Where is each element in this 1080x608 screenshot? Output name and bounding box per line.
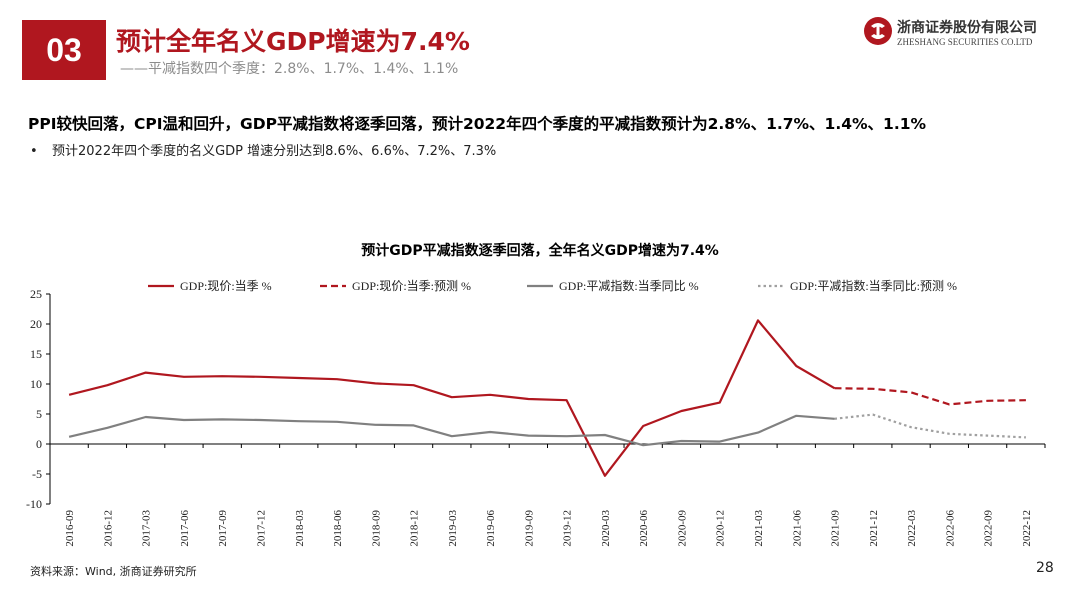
legend-label-4: GDP:平减指数:当季同比:预测 % — [790, 278, 957, 293]
chart-axes: -10 -5 0 5 10 15 20 25 2016-09 2016-12 2017-03 2017… — [26, 287, 1046, 547]
section-badge: 03 — [22, 20, 106, 80]
x-tick-label: 2019-09 — [523, 510, 535, 547]
x-tick-label: 2019-03 — [447, 510, 459, 547]
x-tick-label: 2019-06 — [485, 510, 497, 547]
x-tick-label: 2022-06 — [944, 510, 956, 547]
y-tick-label: 5 — [36, 407, 42, 421]
y-tick-label: 10 — [30, 377, 42, 391]
page-subtitle: ——平减指数四个季度：2.8%、1.7%、1.4%、1.1% — [120, 61, 459, 77]
company-logo: 浙商证券股份有限公司 ZHESHANG SECURITIES CO.LTD — [863, 16, 1063, 52]
logo-name-cn: 浙商证券股份有限公司 — [897, 20, 1037, 36]
page-title: 预计全年名义GDP增速为7.4% — [116, 27, 470, 56]
line-chart: GDP:现价:当季 % GDP:现价:当季:预测 % GDP:平减指数:当季同比 %… — [26, 278, 1046, 547]
series-line-4 — [834, 413, 1026, 439]
legend-label-2: GDP:现价:当季:预测 % — [352, 279, 471, 293]
x-tick-label: 2022-09 — [983, 510, 995, 547]
headline: PPI较快回落，CPI温和回升，GDP平减指数将逐季回落，预计2022年四个季度… — [28, 115, 927, 133]
y-tick-label: -5 — [32, 467, 42, 481]
chart-series — [68, 319, 1026, 477]
x-tick-label: 2020-09 — [676, 510, 688, 547]
y-tick-label: 15 — [30, 347, 42, 361]
page-number: 28 — [1036, 560, 1054, 576]
x-tick-label: 2017-03 — [141, 510, 153, 547]
chart-legend: GDP:现价:当季 % GDP:现价:当季:预测 % GDP:平减指数:当季同比 %… — [148, 278, 957, 293]
chart-title: 预计GDP平减指数逐季回落，全年名义GDP增速为7.4% — [361, 243, 719, 259]
x-tick-label: 2016-09 — [64, 510, 76, 547]
x-tick-label: 2020-03 — [600, 510, 612, 547]
legend-label-3: GDP:平减指数:当季同比 % — [559, 278, 699, 293]
x-tick-label: 2018-06 — [332, 510, 344, 547]
y-tick-label: -10 — [26, 497, 42, 511]
x-tick-label: 2020-12 — [715, 510, 727, 547]
x-tick-label: 2022-12 — [1021, 510, 1033, 547]
x-tick-label: 2018-12 — [409, 510, 421, 547]
x-tick-label: 2021-12 — [868, 510, 880, 547]
x-tick-label: 2019-12 — [562, 510, 574, 547]
bullet-text: 预计2022年四个季度的名义GDP 增速分别达到8.6%、6.6%、7.2%、7… — [52, 144, 497, 159]
x-tick-label: 2021-06 — [791, 510, 803, 547]
logo-name-en: ZHESHANG SECURITIES CO.LTD — [897, 37, 1033, 47]
series-line-2 — [834, 387, 1026, 406]
series-line-3 — [68, 414, 835, 447]
y-tick-label: 0 — [36, 437, 42, 451]
legend-label-1: GDP:现价:当季 % — [180, 279, 272, 293]
x-tick-label: 2018-09 — [370, 510, 382, 547]
x-tick-label: 2016-12 — [102, 510, 114, 547]
x-tick-label: 2017-09 — [217, 510, 229, 547]
x-tick-label: 2017-12 — [255, 510, 267, 547]
y-tick-label: 20 — [30, 317, 42, 331]
y-tick-label: 25 — [30, 287, 42, 301]
series-line-1 — [68, 319, 836, 477]
x-tick-label: 2017-06 — [179, 510, 191, 547]
x-tick-label: 2022-03 — [906, 510, 918, 547]
x-tick-label: 2018-03 — [294, 510, 306, 547]
x-tick-label: 2021-09 — [830, 510, 842, 547]
bullet-marker: • — [30, 144, 38, 159]
x-tick-label: 2021-03 — [753, 510, 765, 547]
bullet-point: • 预计2022年四个季度的名义GDP 增速分别达到8.6%、6.6%、7.2%、… — [30, 140, 496, 159]
zheshang-logo-icon — [864, 17, 892, 45]
x-tick-label: 2020-06 — [638, 510, 650, 547]
source-note: 资料来源：Wind, 浙商证券研究所 — [30, 565, 197, 578]
